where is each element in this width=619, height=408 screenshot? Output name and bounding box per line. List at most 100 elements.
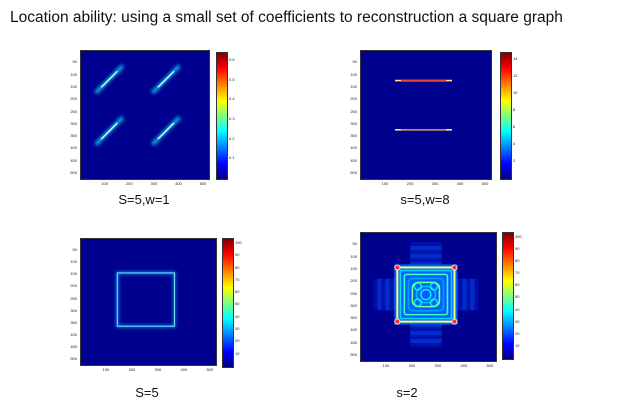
colorbar-tick-label: 50 [515, 294, 520, 300]
x-tick-label: 500 [199, 181, 207, 186]
x-tick-label: 100 [381, 181, 389, 186]
x-tick-label: 100 [101, 181, 108, 186]
y-tick-label: 150 [70, 271, 77, 277]
colorbar-tick-label: 20 [235, 338, 240, 344]
y-tick-label: 450 [350, 157, 357, 163]
colorbar-tick-label: 12 [513, 72, 518, 78]
y-tick-label: 200 [70, 96, 77, 102]
y-tick-label: 100 [350, 71, 357, 77]
heatmap-background [81, 239, 216, 365]
heatmap-background [81, 51, 209, 179]
y-tick-label: 100 [70, 259, 77, 265]
y-tick-label: 300 [70, 120, 77, 126]
colorbar-tick-label: 30 [235, 326, 240, 332]
x-tick-label: 300 [154, 367, 162, 372]
x-tick-label: 400 [460, 363, 468, 368]
colorbar-tick-label: 0.4 [229, 96, 235, 102]
ripple-ring [411, 281, 441, 308]
colorbar-tick-label: 0.2 [229, 135, 235, 141]
streak-core [100, 122, 118, 140]
page-title: Location ability: using a small set of c… [10, 9, 563, 26]
x-tick-label: 500 [486, 363, 494, 368]
y-tick-label: 400 [350, 327, 357, 333]
y-tick-label: 250 [70, 108, 77, 114]
colorbar-tick-label: 90 [515, 245, 520, 251]
ripple-blob [429, 298, 439, 307]
streak-core [157, 70, 175, 88]
x-tick-label: 100 [382, 363, 390, 368]
colorbar [502, 232, 514, 360]
ripple-blob [413, 282, 423, 291]
y-tick-label: 300 [350, 302, 357, 308]
x-tick-label: 400 [175, 181, 182, 186]
corner-peak [451, 318, 458, 325]
heatmap-plot-area [360, 50, 492, 180]
streak-core [100, 70, 118, 88]
y-tick-label: 250 [70, 295, 77, 301]
square-outline [116, 272, 175, 327]
x-tick-label: 500 [206, 367, 214, 372]
colorbar-tick-label: 60 [515, 282, 520, 288]
corner-peak [451, 264, 458, 271]
x-tick-label: 200 [408, 363, 416, 368]
ripple-ring [407, 277, 445, 312]
y-tick-label: 400 [70, 145, 77, 151]
streak-core [157, 122, 175, 140]
y-tick-label: 250 [350, 290, 357, 296]
y-tick-label: 100 [70, 71, 77, 77]
y-tick-label: 250 [350, 108, 357, 114]
ripple-blob [413, 298, 423, 307]
heatmap-plot-area [80, 50, 210, 180]
colorbar-tick-label: 70 [515, 270, 520, 276]
y-tick-label: 450 [70, 344, 77, 350]
panel-caption: s=2 [396, 385, 418, 400]
y-tick-label: 200 [350, 278, 357, 284]
y-tick-label: 150 [70, 83, 77, 89]
colorbar-tick-label: 10 [513, 89, 518, 95]
ripple-ring [403, 273, 449, 316]
x-tick-label: 300 [150, 181, 158, 186]
y-tick-label: 50 [72, 247, 77, 253]
y-tick-label: 50 [352, 59, 357, 65]
corner-peak [394, 318, 401, 325]
colorbar-tick-label: 14 [513, 55, 518, 61]
y-tick-label: 100 [350, 253, 357, 259]
corner-peak [394, 264, 401, 271]
colorbar [216, 52, 228, 180]
colorbar-tick-label: 0.1 [229, 155, 235, 161]
y-tick-label: 350 [70, 319, 77, 325]
y-tick-label: 50 [72, 59, 77, 65]
x-tick-label: 300 [434, 363, 442, 368]
square-edge [396, 266, 456, 323]
y-tick-label: 450 [350, 339, 357, 345]
y-tick-label: 200 [70, 283, 77, 289]
x-tick-label: 200 [125, 181, 133, 186]
x-tick-label: 100 [102, 367, 110, 372]
ripple-ring [399, 269, 453, 320]
colorbar-tick-label: 100 [235, 239, 242, 245]
y-tick-label: 500 [70, 356, 77, 362]
y-tick-label: 450 [70, 157, 77, 163]
x-tick-label: 500 [481, 181, 489, 186]
y-tick-label: 150 [350, 265, 357, 271]
x-tick-label: 200 [406, 181, 414, 186]
y-tick-label: 50 [352, 241, 357, 247]
colorbar [222, 238, 234, 368]
x-tick-label: 300 [431, 181, 439, 186]
colorbar-tick-label: 0.3 [229, 115, 235, 121]
y-tick-label: 200 [350, 96, 357, 102]
y-tick-label: 500 [350, 170, 357, 176]
y-tick-label: 400 [350, 145, 357, 151]
heatmap-svg [81, 51, 209, 179]
y-tick-label: 150 [350, 83, 357, 89]
heatmap-svg [81, 239, 216, 365]
ripple-blob [429, 282, 439, 291]
x-tick-label: 200 [128, 367, 136, 372]
heatmap-svg [361, 51, 491, 179]
colorbar-tick-label: 4 [513, 140, 516, 146]
heatmap-plot-area [80, 238, 217, 366]
colorbar-tick-label: 6 [513, 123, 516, 129]
colorbar-tick-label: 40 [235, 313, 240, 319]
x-tick-label: 400 [180, 367, 188, 372]
panel-caption: S=5,w=1 [118, 192, 170, 207]
